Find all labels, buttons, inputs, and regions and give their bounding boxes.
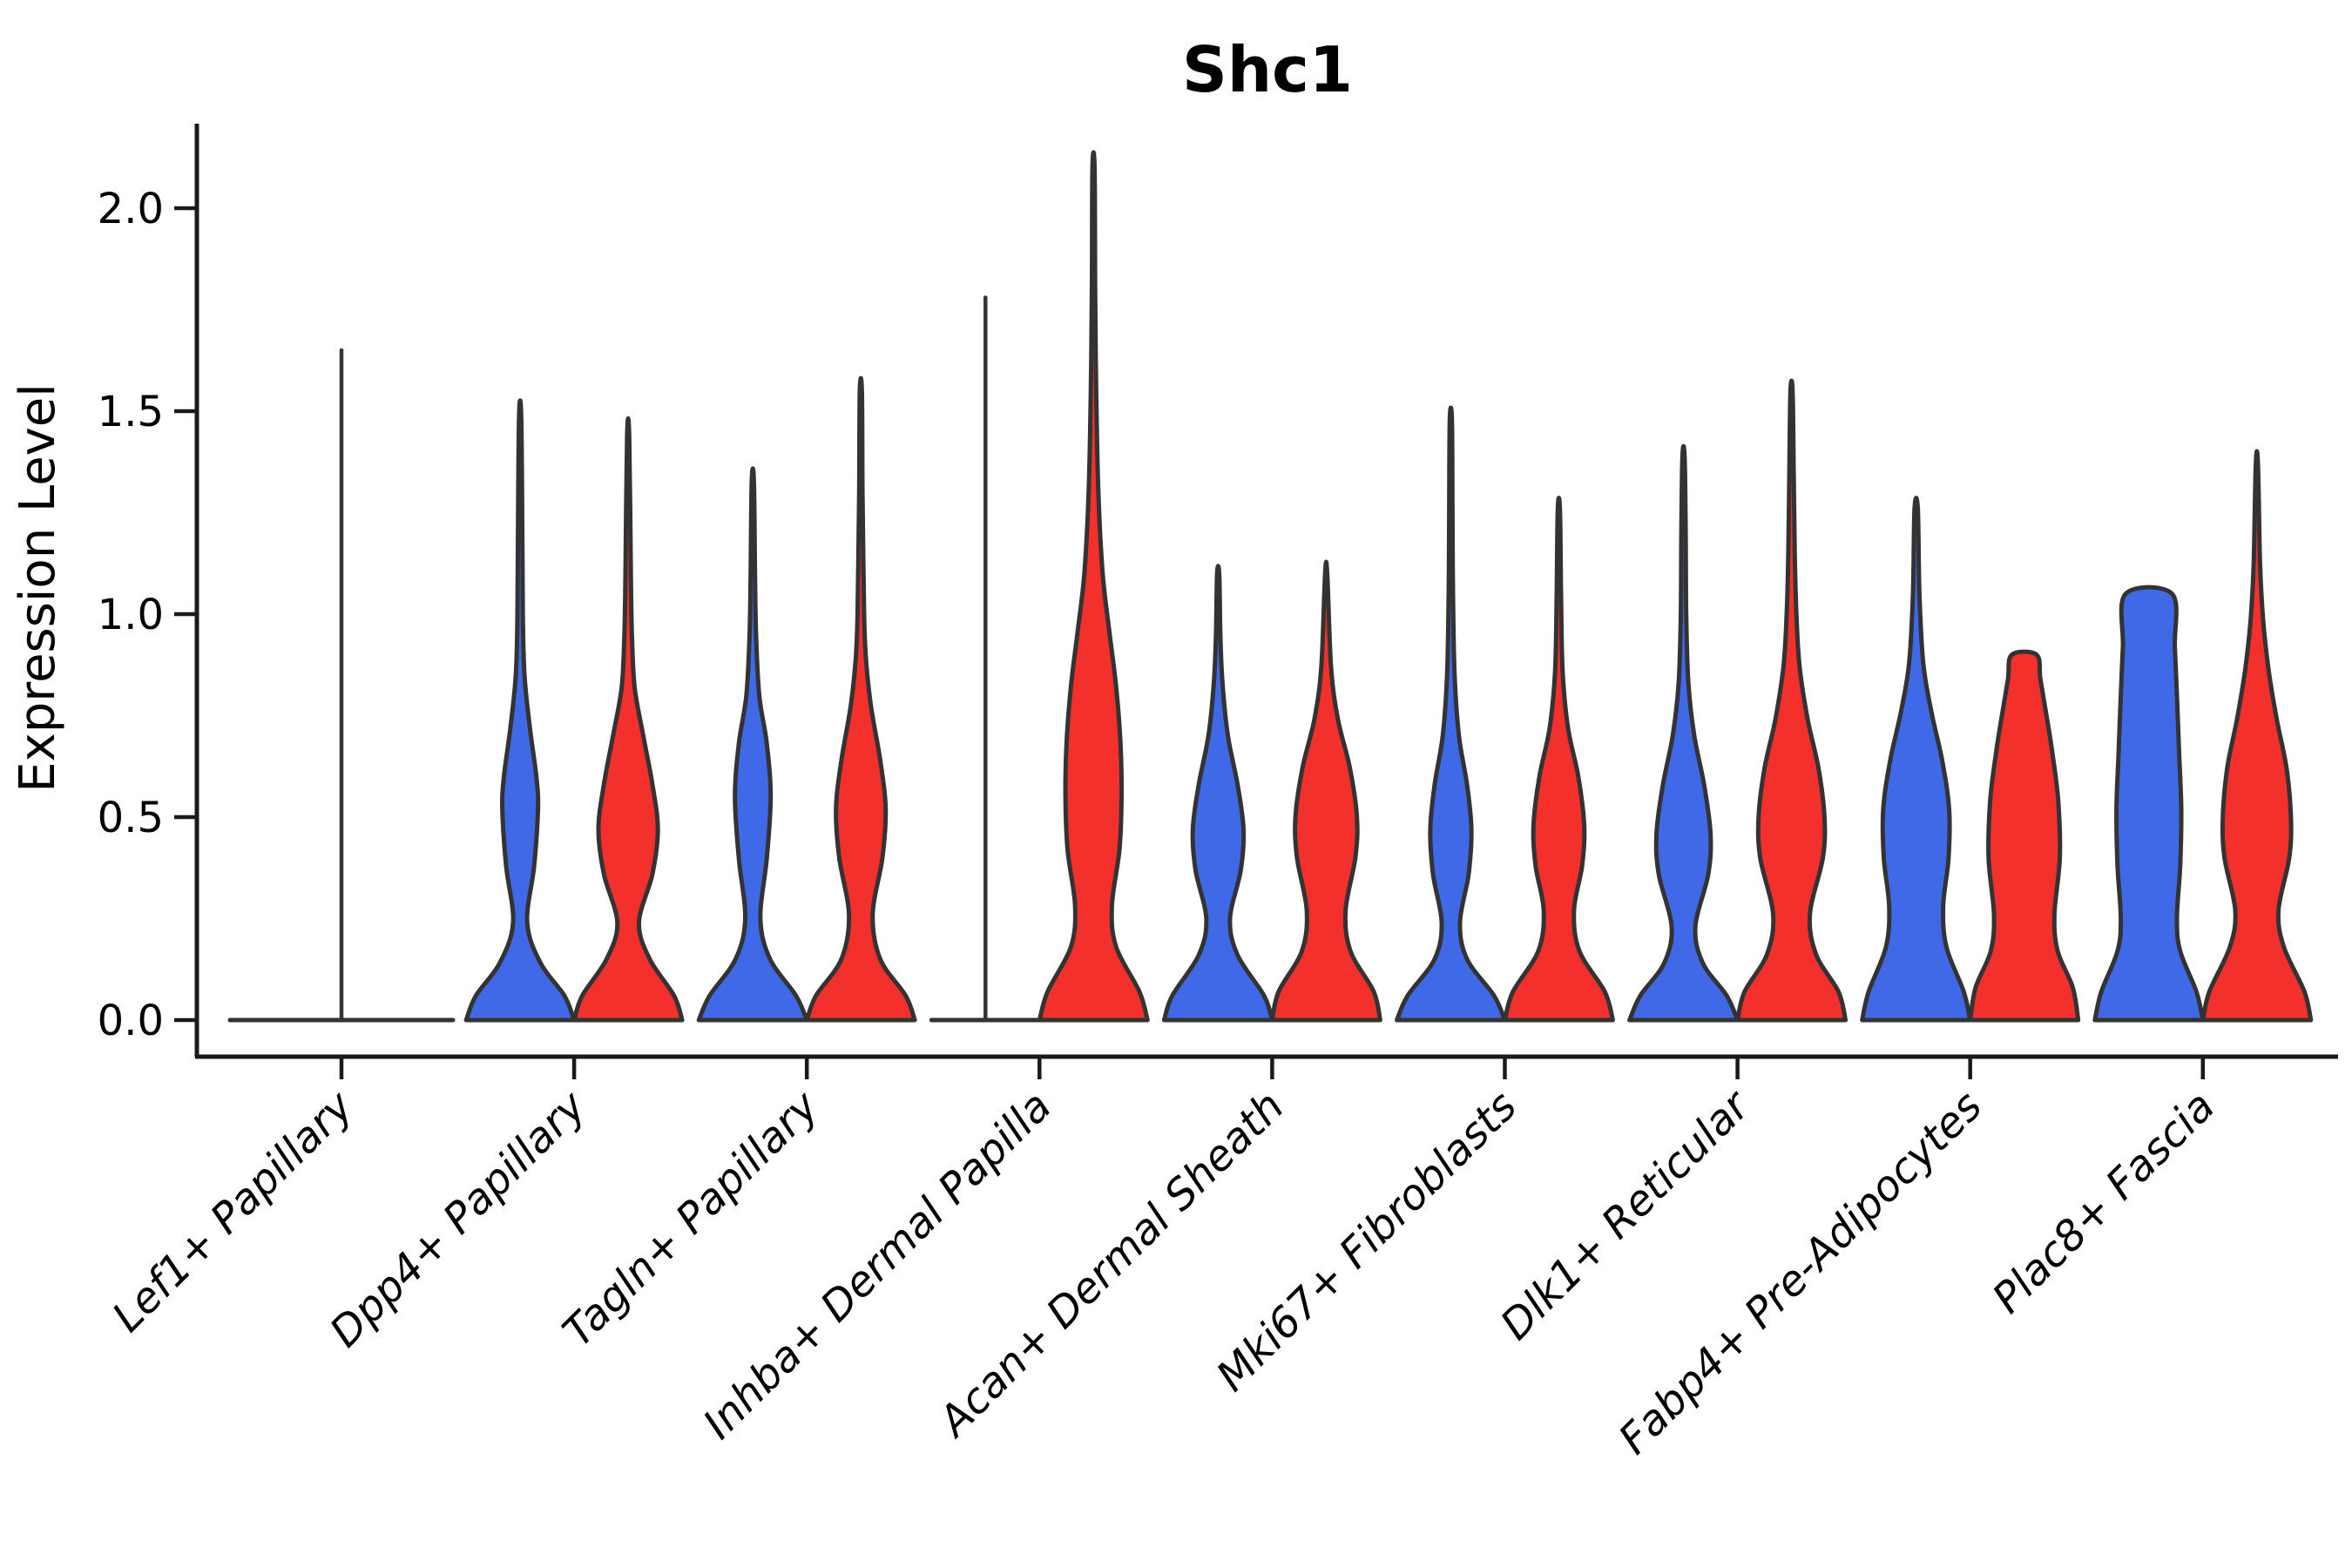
y-tick-label: 1.5 <box>98 388 164 436</box>
violin-red-right <box>1269 559 1382 1023</box>
x-tick-label: Dlk1+ Reticular <box>1491 1080 1761 1350</box>
violin-red-right <box>804 375 917 1023</box>
x-tick-label: Tagln+ Papillary <box>553 1081 828 1356</box>
y-tick-label: 1.0 <box>98 591 164 639</box>
violin-red-right <box>2200 449 2314 1023</box>
violin-red-right <box>571 416 685 1023</box>
y-tick-label: 2.0 <box>98 185 164 233</box>
x-tick-label: Plac8+ Fascia <box>1984 1082 2225 1323</box>
violin-blue-left <box>1395 405 1507 1023</box>
axes-layer <box>174 124 2338 1079</box>
plot-title: Shc1 <box>1182 33 1353 106</box>
violin-blue-left <box>2092 585 2206 1023</box>
y-axis-label: Expression Level <box>10 383 66 793</box>
violin-blue-left <box>1860 496 1973 1023</box>
violin-red-right <box>1037 150 1150 1023</box>
violins-layer <box>227 150 2314 1023</box>
violin-red-right <box>1503 496 1615 1023</box>
x-tick-label: Dpp4+ Papillary <box>321 1081 596 1356</box>
x-tick-label: Lef1+ Papillary <box>103 1081 363 1342</box>
violin-blue-left <box>463 398 577 1023</box>
violin-red-right <box>1968 649 2081 1023</box>
violin-blue-left <box>1161 564 1274 1023</box>
violin-red-right <box>1735 378 1848 1023</box>
y-tick-label: 0.0 <box>98 997 164 1045</box>
violin-blue-left <box>1627 443 1740 1023</box>
y-tick-label: 0.5 <box>98 794 164 842</box>
violin-blue-left <box>696 466 809 1023</box>
